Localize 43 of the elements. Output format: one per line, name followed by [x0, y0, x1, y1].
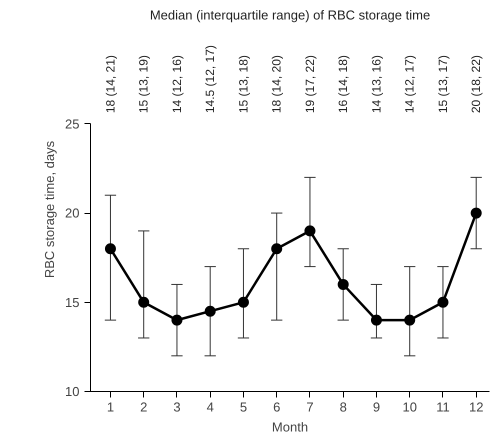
text: 18 (14, 21) — [103, 55, 118, 114]
text: 15 (13, 18) — [236, 55, 250, 114]
y-tick-label: 10 — [65, 384, 80, 399]
y-tick-label: 15 — [65, 294, 80, 310]
point — [470, 208, 482, 219]
y-axis-title: RBC storage time, days — [42, 140, 58, 278]
text: 16 (14, 18) — [336, 55, 350, 114]
point — [304, 225, 316, 236]
point — [104, 243, 116, 254]
point — [370, 314, 382, 326]
point — [238, 296, 249, 308]
point — [204, 306, 216, 317]
point — [404, 314, 416, 326]
text: 18 (14, 20) — [270, 55, 284, 114]
text: 15 (13, 19) — [136, 55, 151, 114]
x-tick-label: 8 — [340, 400, 347, 414]
x-tick-label: 9 — [372, 400, 380, 414]
x-tick-label: 7 — [306, 400, 314, 414]
x-tick-label: 3 — [173, 400, 181, 414]
point — [271, 243, 282, 254]
x-tick-label: 2 — [140, 400, 148, 414]
x-tick-label: 12 — [468, 400, 484, 414]
point — [138, 296, 150, 308]
point — [171, 314, 182, 326]
x-tick-label: 4 — [206, 400, 214, 414]
x-tick-label: 5 — [240, 400, 248, 414]
text: 14 (12, 16) — [170, 55, 184, 114]
x-tick-label: 11 — [436, 400, 450, 414]
text: 14 (12, 17) — [402, 55, 417, 114]
x-tick-label: 1 — [106, 400, 114, 414]
y-tick-label: 20 — [65, 206, 80, 221]
text: 15 (13, 17) — [436, 55, 450, 114]
text: 20 (18, 22) — [469, 55, 484, 114]
chart-title: Median (interquartile range) of RBC storage time — [150, 8, 430, 22]
text: 14 (13, 16) — [369, 55, 384, 114]
x-axis-title: Month — [272, 420, 308, 434]
x-tick-label: 10 — [402, 400, 417, 414]
text: 19 (17, 22) — [302, 55, 317, 114]
point — [338, 278, 349, 290]
text: 14.5 (12, 17) — [203, 45, 218, 114]
x-tick-label: 6 — [273, 400, 280, 414]
y-tick-label: 25 — [65, 116, 80, 132]
point — [437, 296, 448, 308]
